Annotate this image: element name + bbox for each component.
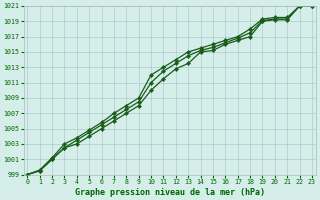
X-axis label: Graphe pression niveau de la mer (hPa): Graphe pression niveau de la mer (hPa): [75, 188, 265, 197]
